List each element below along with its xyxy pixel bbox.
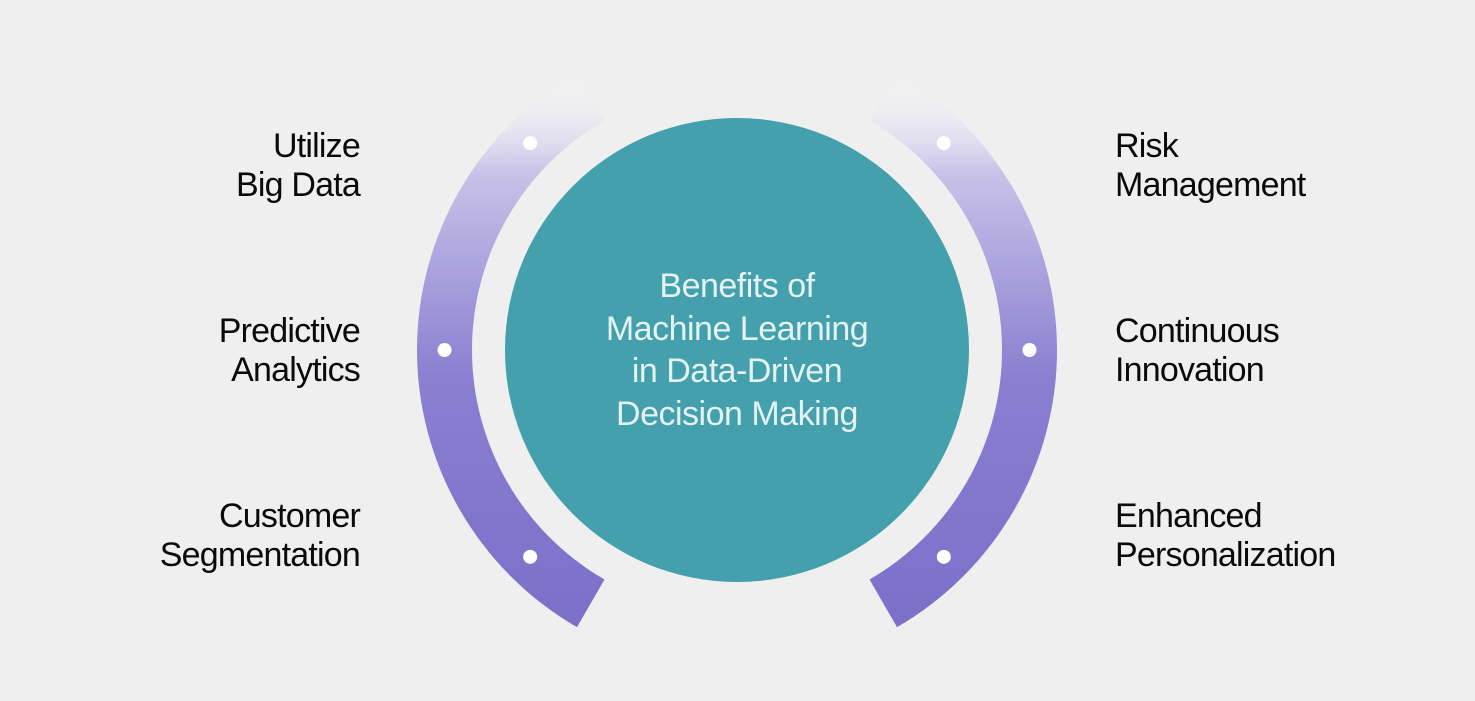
benefit-label-predictive-analytics: Predictive Analytics	[219, 312, 360, 390]
left-arc-dot	[438, 343, 452, 357]
right-arc-dot	[937, 136, 951, 150]
benefit-label-customer-segmentation: Customer Segmentation	[160, 497, 360, 575]
right-arc-dot	[1023, 343, 1037, 357]
benefit-label-continuous-innovation: Continuous Innovation	[1115, 312, 1279, 390]
right-arc-dot	[937, 550, 951, 564]
center-title: Benefits of Machine Learning in Data-Dri…	[606, 265, 868, 435]
diagram-canvas: Benefits of Machine Learning in Data-Dri…	[0, 0, 1475, 701]
left-arc-dot	[523, 136, 537, 150]
center-circle: Benefits of Machine Learning in Data-Dri…	[505, 118, 969, 582]
left-arc-dot	[523, 550, 537, 564]
benefit-label-risk-management: Risk Management	[1115, 127, 1305, 205]
benefit-label-enhanced-personalization: Enhanced Personalization	[1115, 497, 1335, 575]
benefit-label-utilize-bigdata: Utilize Big Data	[236, 127, 360, 205]
